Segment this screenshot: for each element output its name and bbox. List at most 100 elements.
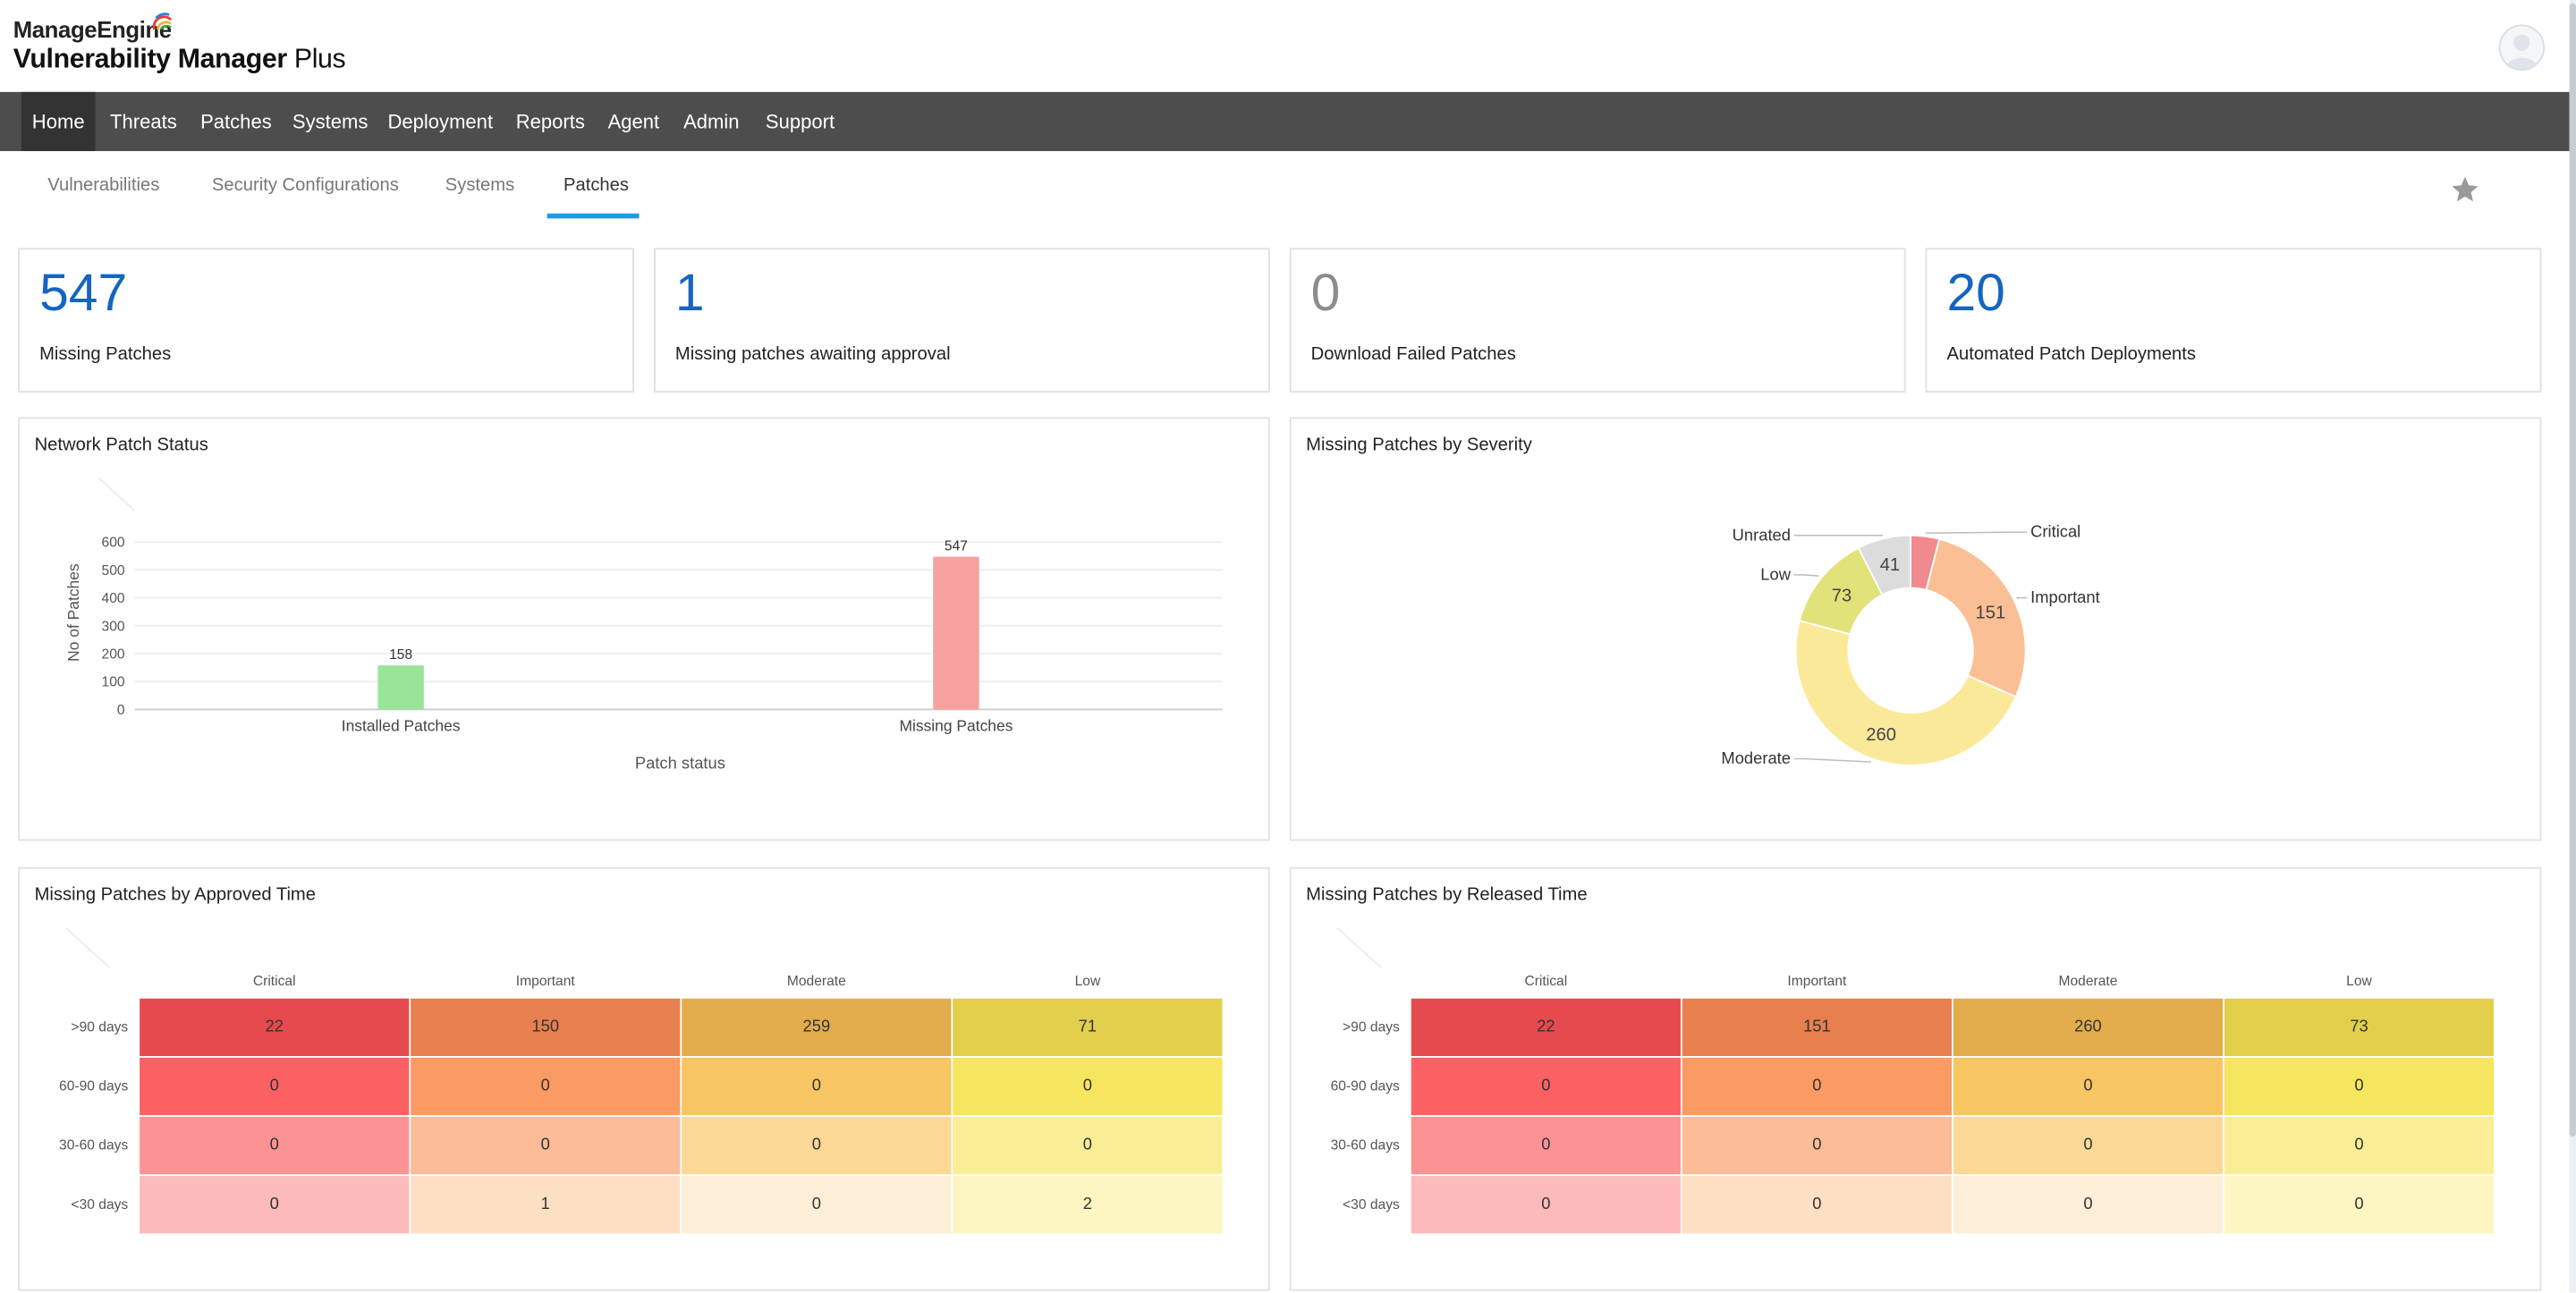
star-icon[interactable] [2450, 174, 2481, 206]
brand-logo[interactable]: ManageEngine Vulnerability Manager Plus [13, 13, 346, 75]
stat-card-download-failed[interactable]: 0 Download Failed Patches [1289, 248, 1906, 393]
heatmap-column-header: Low [2346, 972, 2372, 989]
stat-value: 0 [1310, 262, 1341, 322]
heatmap-cell[interactable]: 0 [140, 1116, 410, 1175]
user-avatar-icon[interactable] [2498, 24, 2546, 71]
heatmap-cell[interactable]: 0 [682, 1057, 952, 1116]
tab-systems[interactable]: Systems [445, 175, 515, 196]
tab-patches[interactable]: Patches [563, 175, 629, 196]
heatmap-cell[interactable]: 0 [1411, 1116, 1681, 1175]
y-tick-label: 300 [102, 619, 125, 634]
heatmap-cell[interactable]: 0 [953, 1057, 1223, 1116]
severity-panel: Missing Patches by Severity Critical 151 I… [1289, 417, 2542, 841]
stat-card-missing-patches[interactable]: 547 Missing Patches [18, 248, 634, 393]
user-silhouette [2504, 34, 2538, 70]
stat-value: 20 [1946, 262, 2005, 322]
approved-time-panel: Missing Patches by Approved Time Critica… [18, 866, 1270, 1291]
stat-label: Automated Patch Deployments [1946, 344, 2197, 365]
y-axis-title: No of Patches [64, 563, 82, 662]
heatmap-row-label: <30 days [71, 1196, 129, 1213]
dashboard-tabs: Vulnerabilities Security Configurations … [0, 151, 2570, 224]
y-tick-label: 0 [117, 703, 125, 718]
page-scrollbar-thumb[interactable] [2569, 3, 2576, 1137]
heatmap-cell[interactable]: 0 [411, 1116, 681, 1175]
heatmap-column-header: Critical [1524, 972, 1568, 989]
heatmap-cell[interactable]: 2 [953, 1176, 1223, 1234]
stat-card-awaiting-approval[interactable]: 1 Missing patches awaiting approval [654, 248, 1270, 393]
slice-category-label: Unrated [1733, 525, 1791, 544]
heatmap-cell[interactable]: 0 [2224, 1116, 2495, 1175]
released-time-panel: Missing Patches by Released Time Critica… [1289, 866, 2542, 1291]
panel-title: Network Patch Status [34, 435, 208, 455]
slice-value-label: 260 [1866, 725, 1896, 745]
heatmap-cell[interactable]: 0 [1411, 1057, 1681, 1116]
slice-category-label: Important [2030, 587, 2100, 606]
heatmap-cell[interactable]: 0 [682, 1176, 952, 1234]
nav-patches[interactable]: Patches [200, 110, 272, 133]
heatmap-cell[interactable]: 22 [140, 998, 410, 1056]
slice-category-label: Critical [2030, 522, 2080, 541]
heatmap-cell[interactable]: 0 [2224, 1057, 2495, 1116]
panel-title: Missing Patches by Released Time [1306, 884, 1588, 906]
heatmap-cell[interactable]: 1 [411, 1176, 681, 1234]
nav-systems[interactable]: Systems [292, 110, 369, 133]
heatmap-column-header: Low [1074, 972, 1101, 989]
y-tick-label: 100 [102, 675, 125, 690]
y-tick-label: 600 [102, 536, 125, 551]
heatmap-cell[interactable]: 0 [1953, 1116, 2224, 1175]
heatmap-cell[interactable]: 0 [1953, 1176, 2224, 1234]
tab-vulnerabilities[interactable]: Vulnerabilities [47, 175, 160, 196]
heatmap-cell[interactable]: 0 [682, 1116, 952, 1175]
y-tick-label: 400 [102, 591, 125, 606]
nav-threats[interactable]: Threats [110, 110, 177, 133]
nav-home[interactable]: Home [21, 91, 96, 151]
heatmap-corner-decoration [1336, 927, 1383, 968]
heatmap-cell[interactable]: 0 [953, 1116, 1223, 1175]
nav-reports[interactable]: Reports [515, 110, 585, 133]
app-header: ManageEngine Vulnerability Manager Plus [0, 0, 2570, 92]
heatmap-cell[interactable]: 0 [1682, 1057, 1952, 1116]
bar-missing-patches [933, 556, 979, 710]
heatmap-cell[interactable]: 0 [411, 1057, 681, 1116]
heatmap-cell[interactable]: 0 [140, 1057, 410, 1116]
brand-name: ManageEngine [13, 16, 172, 43]
stat-value: 547 [39, 262, 128, 322]
stat-value: 1 [674, 262, 705, 322]
nav-deployment[interactable]: Deployment [387, 110, 494, 133]
heatmap-row-label: >90 days [1343, 1018, 1400, 1035]
nav-agent[interactable]: Agent [607, 110, 660, 133]
heatmap-cell[interactable]: 0 [1411, 1176, 1681, 1234]
panel-title: Missing Patches by Approved Time [34, 884, 317, 906]
heatmap-column-header: Important [1787, 972, 1847, 989]
heatmap-cell[interactable]: 0 [140, 1176, 410, 1234]
heatmap-cell[interactable]: 0 [1682, 1176, 1952, 1234]
heatmap-cell[interactable]: 71 [953, 998, 1223, 1056]
heatmap-cell[interactable]: 22 [1411, 998, 1681, 1056]
slice-category-label: Low [1760, 564, 1791, 583]
heatmap-cell[interactable]: 0 [2224, 1176, 2495, 1234]
heatmap-row-label: <30 days [1343, 1196, 1400, 1213]
heatmap-cell[interactable]: 0 [1953, 1057, 2224, 1116]
network-patch-status-panel: Network Patch Status 0 100 200 300 400 500 600… [18, 417, 1270, 841]
slice-category-label: Moderate [1721, 748, 1791, 767]
nav-admin[interactable]: Admin [683, 110, 740, 133]
heatmap-cell[interactable]: 259 [682, 998, 952, 1056]
slice-value-label: 41 [1880, 555, 1900, 575]
heatmap-corner-decoration [64, 927, 111, 968]
heatmap-cell[interactable]: 73 [2224, 998, 2495, 1056]
heatmap-column-header: Moderate [786, 972, 846, 989]
nav-support[interactable]: Support [765, 110, 835, 133]
stat-label: Download Failed Patches [1310, 344, 1516, 365]
stat-label: Missing patches awaiting approval [674, 344, 951, 365]
tab-security-configurations[interactable]: Security Configurations [211, 175, 399, 196]
y-tick-label: 200 [102, 647, 125, 663]
data-label: 547 [945, 538, 968, 554]
heatmap-row-label: 30-60 days [1330, 1136, 1400, 1154]
donut-slice-important [1925, 537, 2027, 698]
heatmap-column-header: Important [515, 972, 575, 989]
heatmap-cell[interactable]: 260 [1953, 998, 2224, 1056]
heatmap-cell[interactable]: 151 [1682, 998, 1952, 1056]
heatmap-cell[interactable]: 150 [411, 998, 681, 1056]
heatmap-cell[interactable]: 0 [1682, 1116, 1952, 1175]
stat-card-automated-deployments[interactable]: 20 Automated Patch Deployments [1925, 248, 2542, 393]
